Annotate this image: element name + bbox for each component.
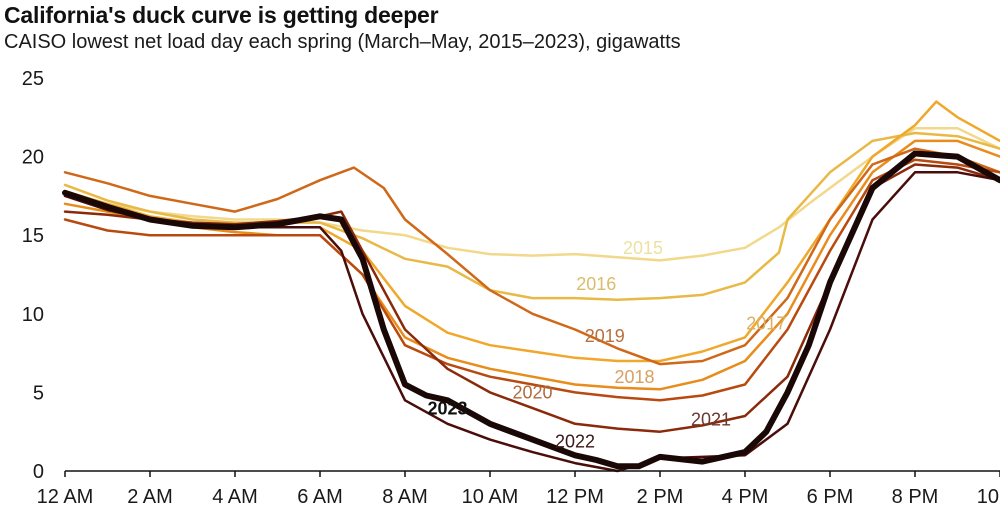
series-label-2020: 2020 <box>512 383 552 403</box>
series-label-2018: 2018 <box>614 367 654 387</box>
y-tick-label: 10 <box>22 304 44 326</box>
series-lines <box>62 100 1000 473</box>
series-line-2023 <box>62 150 1000 470</box>
x-tick-label: 2 AM <box>127 486 173 508</box>
y-tick-label: 20 <box>22 147 44 169</box>
series-line-2015 <box>63 127 1000 262</box>
series-label-2017: 2017 <box>746 314 786 334</box>
y-tick-label: 15 <box>22 225 44 247</box>
x-axis: 12 AM 2 AM 4 AM 6 AM 8 AM 10 AM 12 PM 2 PM 4 PM 6… <box>37 470 1000 508</box>
x-tick-label: 6 AM <box>297 486 343 508</box>
x-tick-label: 10 AM <box>462 486 519 508</box>
x-tick-label: 8 PM <box>892 486 939 508</box>
series-line-2017 <box>63 100 1000 363</box>
y-tick-label: 0 <box>33 461 44 483</box>
chart-subtitle: CAISO lowest net load day each spring (M… <box>4 31 681 53</box>
x-tick-label: 10 <box>977 486 999 508</box>
series-label-2022: 2022 <box>555 431 595 451</box>
chart-title: California's duck curve is getting deepe… <box>4 2 439 28</box>
x-tick-label: 8 AM <box>382 486 428 508</box>
series-label-2019: 2019 <box>585 326 625 346</box>
series-labels: 2015 2016 2017 2018 2019 2020 2021 2022 2023 <box>427 238 786 451</box>
y-tick-label: 5 <box>33 382 44 404</box>
series-line-2020 <box>63 158 1000 402</box>
x-tick-label: 12 PM <box>546 486 604 508</box>
x-tick-label: 4 AM <box>212 486 258 508</box>
series-line-2016 <box>63 131 1000 301</box>
series-line-2019 <box>63 147 1000 366</box>
x-tick-label: 4 PM <box>722 486 769 508</box>
series-line-2018 <box>63 139 1000 391</box>
x-tick-label: 12 AM <box>37 486 94 508</box>
series-label-2021: 2021 <box>691 409 731 429</box>
series-label-2015: 2015 <box>623 238 663 258</box>
x-tick-label: 2 PM <box>637 486 684 508</box>
y-axis: 0 5 10 15 20 25 <box>22 68 44 483</box>
series-label-2016: 2016 <box>576 274 616 294</box>
y-tick-label: 25 <box>22 68 44 90</box>
series-label-2023: 2023 <box>427 398 467 418</box>
x-tick-label: 6 PM <box>807 486 854 508</box>
